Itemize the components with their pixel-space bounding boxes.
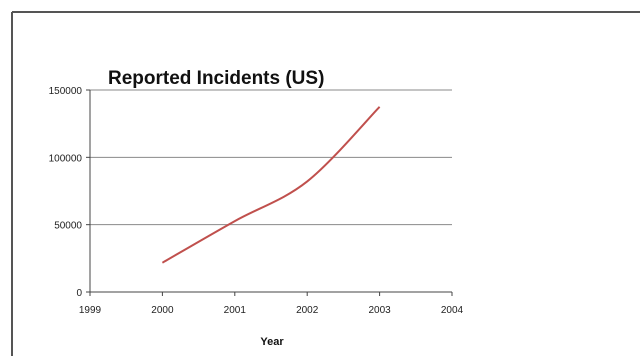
chart-title: Reported Incidents (US) (108, 68, 324, 89)
tick-labels: 0 50000 100000 150000 1999 2000 2001 2002 2003 20… (49, 86, 464, 316)
y-tick-label-3: 150000 (49, 86, 83, 97)
x-tick-label-0: 1999 (79, 305, 102, 316)
series-lines (161, 106, 381, 264)
series-0-point-2 (306, 180, 308, 182)
x-axis-label: Year (260, 336, 284, 348)
x-tick-label-5: 2004 (441, 305, 464, 316)
series-line-0 (161, 106, 381, 264)
series-0-point-0 (161, 262, 163, 264)
series-0-point-1 (234, 220, 236, 222)
x-tick-label-3: 2002 (296, 305, 319, 316)
x-tick-label-4: 2003 (368, 305, 391, 316)
y-tick-label-0: 0 (76, 288, 82, 299)
x-tick-label-2: 2001 (224, 305, 247, 316)
axes (86, 89, 453, 296)
x-tick-label-1: 2000 (151, 305, 174, 316)
series-0-point-3 (379, 106, 381, 108)
gridlines (90, 89, 452, 226)
y-tick-label-2: 100000 (49, 153, 83, 164)
y-tick-label-1: 50000 (54, 221, 82, 232)
